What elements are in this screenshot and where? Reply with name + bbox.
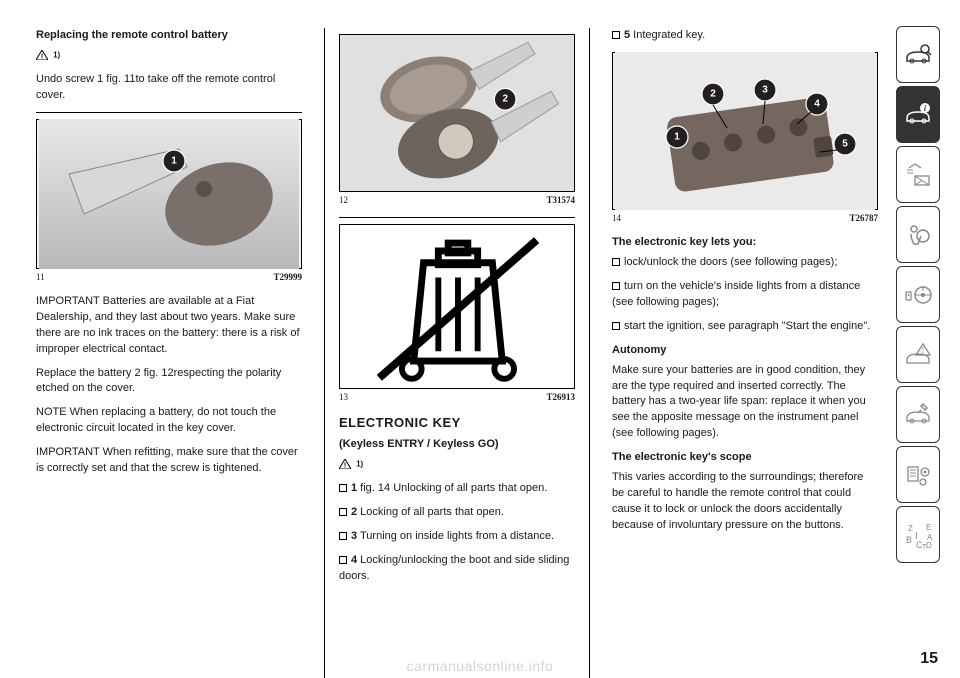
figure-14: 1 2 3 4 5 (612, 52, 878, 210)
para-undo-screw: Undo screw 1 fig. 11to take off the remo… (36, 72, 302, 104)
fig-code: T26787 (849, 212, 878, 225)
list-lock-text: lock/unlock the doors (see following pag… (624, 256, 837, 268)
sidebar-item-service[interactable] (896, 386, 940, 443)
list-lights: turn on the vehicle's inside lights from… (612, 279, 878, 311)
figure-12: 2 (339, 34, 575, 192)
list-lights-text: turn on the vehicle's inside lights from… (612, 280, 860, 308)
column-3: 5 Integrated key. 1 2 3 4 5 14 T26787 (612, 28, 878, 678)
figure-14-label: 14 T26787 (612, 212, 878, 225)
figure-13 (339, 224, 575, 389)
sidebar-item-airbag[interactable] (896, 206, 940, 263)
fig-code: T26913 (546, 391, 575, 404)
svg-text:2: 2 (710, 88, 716, 99)
svg-text:1: 1 (674, 131, 680, 142)
sidebar-nav: i ! ZEBAICDT (896, 26, 940, 563)
svg-text:5: 5 (842, 138, 848, 149)
figure-11: 1 (36, 119, 302, 269)
checkbox-icon (339, 532, 347, 540)
divider (36, 112, 302, 113)
warning-ref: 1) (53, 50, 60, 59)
sidebar-item-lights[interactable] (896, 146, 940, 203)
item-3: 3 Turning on inside lights from a distan… (339, 529, 575, 545)
svg-text:D: D (926, 541, 932, 550)
figure-13-label: 13 T26913 (339, 391, 575, 404)
item-2: 2 Locking of all parts that open. (339, 505, 575, 521)
checkbox-icon (612, 31, 620, 39)
heading-keyless: (Keyless ENTRY / Keyless GO) (339, 437, 575, 453)
sidebar-item-key-steering[interactable] (896, 266, 940, 323)
svg-text:Z: Z (908, 524, 913, 533)
fig-code: T31574 (546, 194, 575, 207)
heading-replace-battery: Replacing the remote control battery (36, 28, 302, 44)
svg-text:!: ! (41, 54, 43, 61)
fig-num: 13 (339, 391, 348, 404)
para-important-batteries: IMPORTANT Batteries are available at a F… (36, 294, 302, 358)
page-content: Replacing the remote control battery ! 1… (0, 0, 960, 678)
svg-text:B: B (906, 535, 912, 545)
figure-11-label: 11 T29999 (36, 271, 302, 284)
svg-text:!: ! (344, 462, 346, 469)
item-4-text: Locking/unlocking the boot and side slid… (339, 554, 569, 582)
fig-num: 11 (36, 271, 45, 284)
warning-ref-2: 1) (356, 459, 363, 468)
sidebar-item-vehicle-info[interactable]: i (896, 86, 940, 143)
svg-text:2: 2 (502, 94, 508, 105)
checkbox-icon (339, 556, 347, 564)
svg-text:3: 3 (762, 84, 768, 95)
checkbox-icon (339, 484, 347, 492)
item-5: 5 Integrated key. (612, 28, 878, 44)
svg-text:4: 4 (814, 98, 820, 109)
svg-text:!: ! (922, 346, 924, 355)
item-5-text: Integrated key. (630, 29, 705, 41)
warning-row-2: ! 1) (339, 457, 575, 473)
para-note-circuit: NOTE When replacing a battery, do not to… (36, 405, 302, 437)
svg-text:1: 1 (171, 155, 177, 166)
para-autonomy: Make sure your batteries are in good con… (612, 363, 878, 443)
warning-icon: ! (339, 459, 351, 469)
item-3-text: Turning on inside lights from a distance… (357, 530, 554, 542)
para-important-refit: IMPORTANT When refitting, make sure that… (36, 445, 302, 477)
item-4: 4 Locking/unlocking the boot and side sl… (339, 553, 575, 585)
column-1: Replacing the remote control battery ! 1… (36, 28, 302, 678)
para-scope: This varies according to the surrounding… (612, 470, 878, 534)
fig-code: T29999 (273, 271, 302, 284)
heading-electronic-key: ELECTRONIC KEY (339, 414, 575, 433)
item-1: 1 fig. 14 Unlocking of all parts that op… (339, 481, 575, 497)
sidebar-item-vehicle-search[interactable] (896, 26, 940, 83)
warning-row: ! 1) (36, 48, 302, 64)
list-lock: lock/unlock the doors (see following pag… (612, 255, 878, 271)
heading-autonomy: Autonomy (612, 343, 878, 359)
checkbox-icon (339, 508, 347, 516)
column-2: 2 12 T31574 13 T26913 ELECTRONIC KEY (Ke… (324, 28, 590, 678)
figure-12-label: 12 T31574 (339, 194, 575, 207)
checkbox-icon (612, 322, 620, 330)
svg-text:T: T (922, 544, 927, 551)
checkbox-icon (612, 258, 620, 266)
fig-num: 14 (612, 212, 621, 225)
item-2-text: Locking of all parts that open. (357, 506, 504, 518)
watermark: carmanualsonline.info (0, 658, 960, 674)
svg-text:E: E (926, 523, 931, 532)
list-start: start the ignition, see paragraph "Start… (612, 319, 878, 335)
heading-lets-you: The electronic key lets you: (612, 235, 878, 251)
item-1-text: fig. 14 Unlocking of all parts that open… (357, 482, 547, 494)
sidebar-item-warning[interactable]: ! (896, 326, 940, 383)
sidebar-item-index[interactable]: ZEBAICDT (896, 506, 940, 563)
sidebar-item-settings[interactable] (896, 446, 940, 503)
para-replace-polarity: Replace the battery 2 fig. 12respecting … (36, 366, 302, 398)
list-start-text: start the ignition, see paragraph "Start… (624, 320, 870, 332)
fig-num: 12 (339, 194, 348, 207)
heading-scope: The electronic key's scope (612, 450, 878, 466)
divider (339, 217, 575, 218)
warning-icon: ! (36, 50, 48, 60)
checkbox-icon (612, 282, 620, 290)
